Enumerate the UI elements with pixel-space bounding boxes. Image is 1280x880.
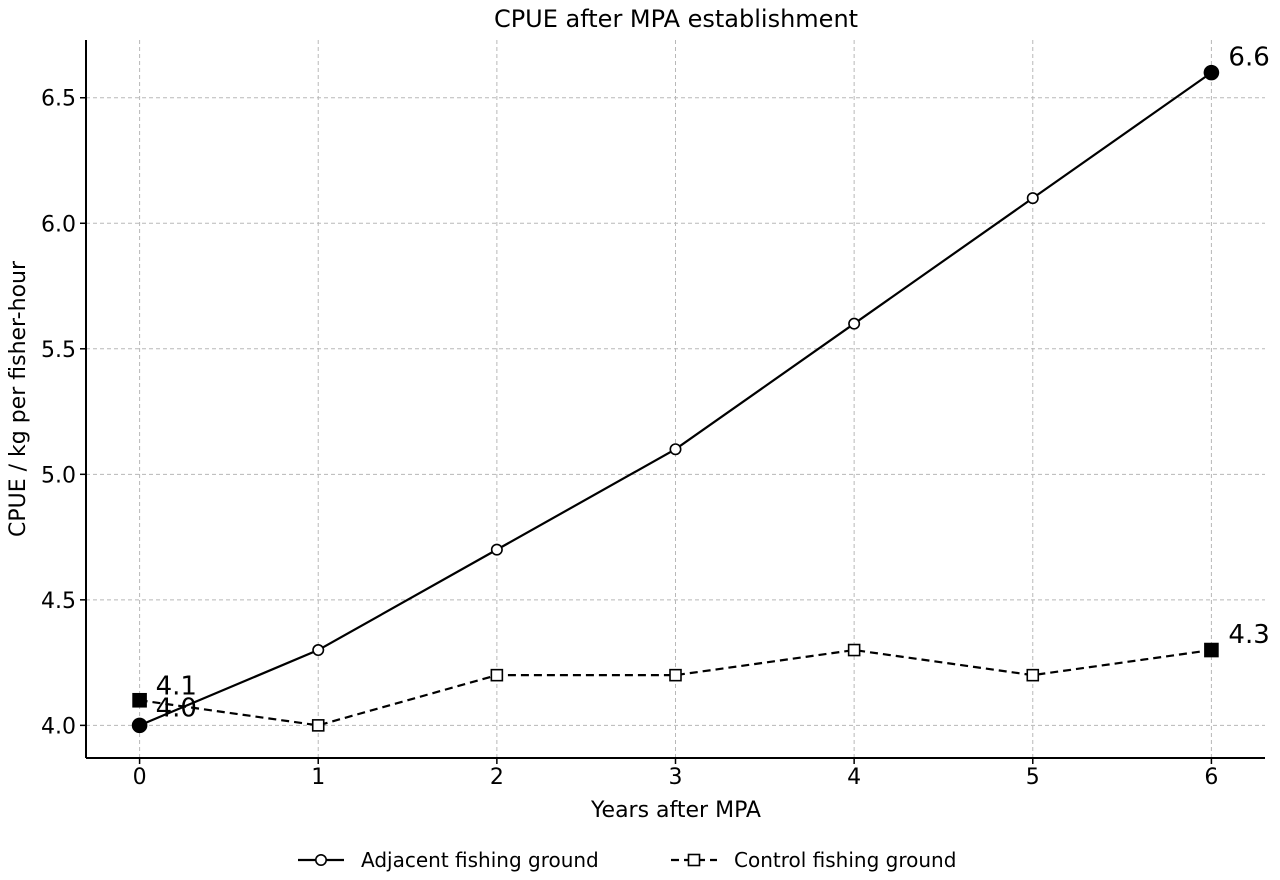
x-tick-label: 4 [847,765,861,790]
data-point [490,668,504,682]
data-point [1204,642,1219,658]
y-tick-label: 4.0 [41,714,76,739]
data-point [1203,64,1220,81]
x-tick-label: 5 [1026,765,1040,790]
y-tick-label: 5.5 [41,338,76,363]
data-point [669,443,682,456]
value-label: 4.1 [156,671,197,701]
y-tick-label: 6.0 [41,212,76,237]
y-tick-label: 6.5 [41,87,76,112]
x-tick-label: 0 [133,765,147,790]
series-layer [131,64,1220,734]
x-tick-label: 1 [311,765,325,790]
data-point [131,717,148,734]
x-tick-label: 3 [669,765,683,790]
data-point [312,644,325,657]
chart-title: CPUE after MPA establishment [494,5,858,33]
value-label: 6.6 [1228,43,1269,73]
legend-marker [687,853,701,867]
legend-label: Control fishing ground [734,848,956,872]
legend-item-2: Control fishing ground [671,848,956,872]
data-point [848,317,861,330]
x-tick-label: 6 [1204,765,1218,790]
data-point [847,643,861,657]
value-label: 4.0 [156,693,197,723]
data-point [669,668,682,682]
series-2 [132,642,1219,732]
data-point [311,719,325,732]
x-tick-label: 2 [490,765,504,790]
legend-item-1: Adjacent fishing ground [298,848,599,872]
point-labels: 4.0 6.6 4.1 4.3 [156,43,1270,724]
data-point [490,543,503,556]
x-axis-label: Years after MPA [590,798,761,823]
value-label: 4.3 [1228,620,1269,650]
series-1 [131,64,1220,734]
y-axis-ticks: 4.0 4.5 5.0 5.5 6.0 6.5 [41,87,86,739]
y-tick-label: 4.5 [41,589,76,614]
data-point [1026,192,1039,205]
legend-label: Adjacent fishing ground [361,848,599,872]
y-axis-label: CPUE / kg per fisher-hour [6,260,31,537]
legend: Adjacent fishing ground Control fishing g… [298,848,956,872]
x-axis-ticks: 0 1 2 3 4 5 6 [133,758,1218,790]
grid [86,40,1265,758]
data-point [1026,668,1040,682]
legend-marker [314,853,327,866]
y-tick-label: 5.0 [41,463,76,488]
data-point [132,692,147,708]
